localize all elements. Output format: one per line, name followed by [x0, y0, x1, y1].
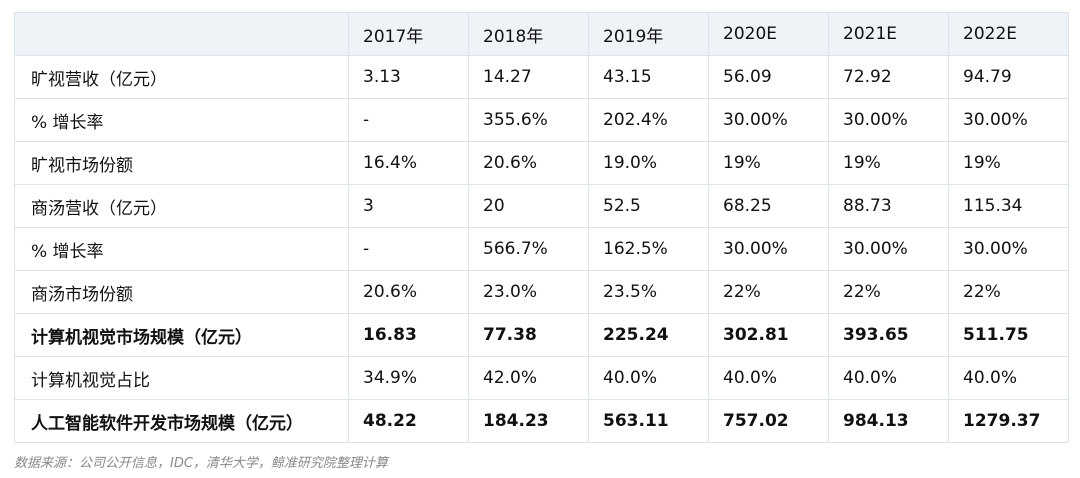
- table-cell: 30.00%: [948, 98, 1069, 142]
- table-row: % 增长率 -355.6% 202.4% 30.00% 30.00% 30.00%: [14, 98, 1069, 142]
- table-cell: 19.0%: [588, 141, 709, 185]
- table-cell: 20.6%: [468, 141, 589, 185]
- column-header: 2018年: [468, 12, 589, 56]
- column-header: 2019年: [588, 12, 709, 56]
- table-cell: 43.15: [588, 55, 709, 99]
- table-cell: 16.83: [348, 313, 469, 357]
- table-cell: 56.09: [708, 55, 829, 99]
- table-cell: 3.13: [348, 55, 469, 99]
- table-cell: 202.4%: [588, 98, 709, 142]
- table-row: 商汤营收（亿元） 3 20 52.5 68.25 88.73 115.34: [14, 184, 1069, 228]
- table-row: 计算机视觉占比 34.9% 42.0% 40.0% 40.0% 40.0% 40.0%: [14, 356, 1069, 400]
- table-cell: 115.34: [948, 184, 1069, 228]
- table-cell: 30.00%: [948, 227, 1069, 271]
- column-header: 2020E: [708, 12, 829, 56]
- table-cell: 20.6%: [348, 270, 469, 314]
- table-cell: 19%: [708, 141, 829, 185]
- source-note: 数据来源：公司公开信息，IDC，清华大学，鲸准研究院整理计算: [14, 456, 388, 471]
- table-cell: 225.24: [588, 313, 709, 357]
- table-cell: 757.02: [708, 399, 829, 443]
- table-cell: 984.13: [828, 399, 949, 443]
- table-row: % 增长率 -566.7% 162.5% 30.00% 30.00% 30.00%: [14, 227, 1069, 271]
- table-cell: 19%: [828, 141, 949, 185]
- table-cell: 30.00%: [708, 98, 829, 142]
- table-cell: 162.5%: [588, 227, 709, 271]
- table-row: 人工智能软件开发市场规模（亿元） 48.22 184.23 563.11 757.02 9…: [14, 399, 1069, 443]
- table-cell: -: [348, 227, 469, 271]
- table-cell: 22%: [708, 270, 829, 314]
- table-row: 旷视市场份额 16.4% 20.6% 19.0% 19% 19% 19%: [14, 141, 1069, 185]
- table-cell: 566.7%: [468, 227, 589, 271]
- table-cell: 48.22: [348, 399, 469, 443]
- table-cell: 23.0%: [468, 270, 589, 314]
- table-cell: 40.0%: [828, 356, 949, 400]
- table-cell: 3: [348, 184, 469, 228]
- table-cell: 68.25: [708, 184, 829, 228]
- table-cell: 563.11: [588, 399, 709, 443]
- table-cell: 30.00%: [708, 227, 829, 271]
- table-cell: 94.79: [948, 55, 1069, 99]
- table-cell: 88.73: [828, 184, 949, 228]
- data-table: 2017年 2018年 2019年 2020E 2021E 2022E 旷视营收（亿元） 3…: [14, 12, 1069, 443]
- row-label: 计算机视觉占比: [14, 356, 349, 400]
- table-cell: 355.6%: [468, 98, 589, 142]
- table-cell: -: [348, 98, 469, 142]
- row-label: 商汤营收（亿元）: [14, 184, 349, 228]
- table-cell: 40.0%: [708, 356, 829, 400]
- table-cell: 34.9%: [348, 356, 469, 400]
- table-cell: 40.0%: [588, 356, 709, 400]
- row-label: 商汤市场份额: [14, 270, 349, 314]
- row-label: % 增长率: [14, 98, 349, 142]
- table-cell: 42.0%: [468, 356, 589, 400]
- table-cell: 23.5%: [588, 270, 709, 314]
- table-cell: 30.00%: [828, 98, 949, 142]
- table-cell: 16.4%: [348, 141, 469, 185]
- table-row: 商汤市场份额 20.6% 23.0% 23.5% 22% 22% 22%: [14, 270, 1069, 314]
- table-cell: 14.27: [468, 55, 589, 99]
- column-header: 2022E: [948, 12, 1069, 56]
- column-header: 2017年: [348, 12, 469, 56]
- table-row: 旷视营收（亿元） 3.13 14.27 43.15 56.09 72.92 94.79: [14, 55, 1069, 99]
- table-cell: 52.5: [588, 184, 709, 228]
- row-label: 旷视营收（亿元）: [14, 55, 349, 99]
- table-cell: 19%: [948, 141, 1069, 185]
- row-label: 旷视市场份额: [14, 141, 349, 185]
- table-cell: 1279.37: [948, 399, 1069, 443]
- table-cell: 393.65: [828, 313, 949, 357]
- row-label: 计算机视觉市场规模（亿元）: [14, 313, 349, 357]
- table-cell: 72.92: [828, 55, 949, 99]
- corner-cell: [14, 12, 349, 56]
- table-cell: 22%: [828, 270, 949, 314]
- table-body: 旷视营收（亿元） 3.13 14.27 43.15 56.09 72.92 94.79% 增…: [14, 55, 1069, 443]
- row-label: 人工智能软件开发市场规模（亿元）: [14, 399, 349, 443]
- table-row: 计算机视觉市场规模（亿元） 16.83 77.38 225.24 302.81 393.6…: [14, 313, 1069, 357]
- table-cell: 511.75: [948, 313, 1069, 357]
- table-cell: 40.0%: [948, 356, 1069, 400]
- table-cell: 302.81: [708, 313, 829, 357]
- table-cell: 20: [468, 184, 589, 228]
- column-header: 2021E: [828, 12, 949, 56]
- table-cell: 22%: [948, 270, 1069, 314]
- header-row: 2017年 2018年 2019年 2020E 2021E 2022E: [14, 12, 1069, 56]
- table-cell: 184.23: [468, 399, 589, 443]
- row-label: % 增长率: [14, 227, 349, 271]
- table-cell: 77.38: [468, 313, 589, 357]
- table-cell: 30.00%: [828, 227, 949, 271]
